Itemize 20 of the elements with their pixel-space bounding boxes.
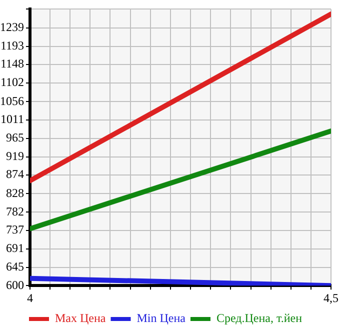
y-tick-label: 1056 <box>0 94 24 108</box>
legend-label: Min Цена <box>136 311 186 326</box>
x-tick-label: 4,5 <box>324 290 338 305</box>
y-tick-label: 1193 <box>0 38 24 52</box>
y-tick-label: 1011 <box>0 112 24 126</box>
y-tick-label: 600 <box>6 278 24 292</box>
legend-label: Max Цена <box>54 311 106 326</box>
y-tick-label: 1148 <box>0 56 24 71</box>
y-tick-label: 1102 <box>0 75 24 90</box>
y-tick-label: 737 <box>6 222 24 236</box>
y-tick-label: 874 <box>6 167 24 182</box>
y-tick-label: 919 <box>6 149 24 164</box>
x-tick-label: 4 <box>27 290 33 305</box>
y-tick-label: 691 <box>6 241 24 256</box>
y-tick-label: 1239 <box>0 20 24 34</box>
y-tick-label: 828 <box>6 186 24 200</box>
y-tick-label: 782 <box>6 204 24 218</box>
legend-label: Сред.Цена, т.йен <box>216 311 303 326</box>
y-tick-label: 645 <box>6 260 24 274</box>
y-tick-label: 965 <box>6 130 24 144</box>
